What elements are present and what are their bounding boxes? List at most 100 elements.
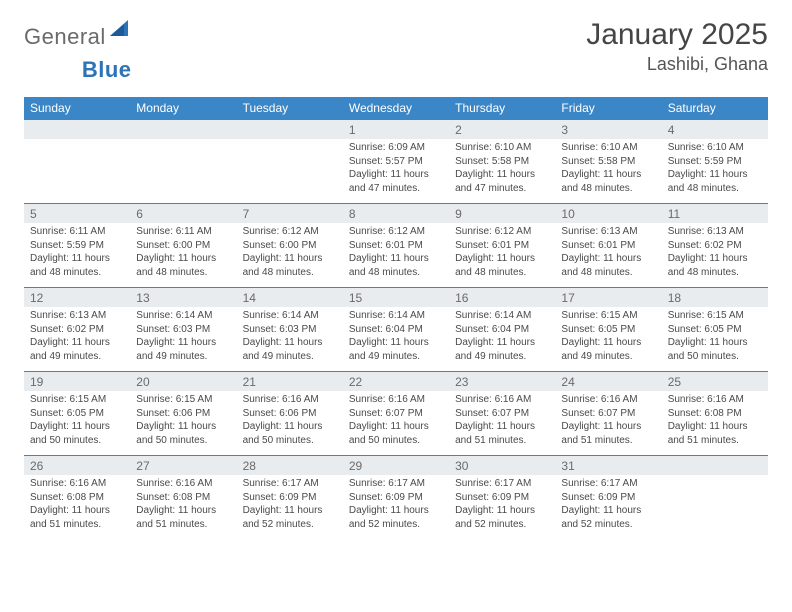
day-number-cell: 7 [237, 204, 343, 224]
daybody-row: Sunrise: 6:13 AMSunset: 6:02 PMDaylight:… [24, 307, 768, 372]
day-number-cell: 25 [662, 372, 768, 392]
sunrise-text: Sunrise: 6:14 AM [243, 309, 337, 323]
daylight-text-1: Daylight: 11 hours [668, 420, 762, 434]
daylight-text-2: and 50 minutes. [136, 434, 230, 448]
daylight-text-1: Daylight: 11 hours [561, 420, 655, 434]
sunset-text: Sunset: 6:05 PM [561, 323, 655, 337]
day-body-cell: Sunrise: 6:17 AMSunset: 6:09 PMDaylight:… [555, 475, 661, 539]
day-number-cell: 24 [555, 372, 661, 392]
day-body-cell: Sunrise: 6:17 AMSunset: 6:09 PMDaylight:… [343, 475, 449, 539]
daylight-text-1: Daylight: 11 hours [668, 168, 762, 182]
title-block: January 2025 Lashibi, Ghana [586, 18, 768, 75]
day-number-cell: 8 [343, 204, 449, 224]
day-body-cell: Sunrise: 6:12 AMSunset: 6:00 PMDaylight:… [237, 223, 343, 288]
day-number-cell: 22 [343, 372, 449, 392]
daylight-text-2: and 49 minutes. [349, 350, 443, 364]
daylight-text-2: and 47 minutes. [455, 182, 549, 196]
sunset-text: Sunset: 6:04 PM [349, 323, 443, 337]
day-body-cell: Sunrise: 6:13 AMSunset: 6:02 PMDaylight:… [24, 307, 130, 372]
sunrise-text: Sunrise: 6:16 AM [30, 477, 124, 491]
day-number-cell: 28 [237, 456, 343, 476]
sunset-text: Sunset: 5:59 PM [668, 155, 762, 169]
day-body-cell: Sunrise: 6:12 AMSunset: 6:01 PMDaylight:… [343, 223, 449, 288]
daylight-text-2: and 48 minutes. [455, 266, 549, 280]
daylight-text-1: Daylight: 11 hours [349, 420, 443, 434]
sunrise-text: Sunrise: 6:14 AM [455, 309, 549, 323]
daylight-text-1: Daylight: 11 hours [561, 252, 655, 266]
sunrise-text: Sunrise: 6:10 AM [668, 141, 762, 155]
day-body-cell: Sunrise: 6:15 AMSunset: 6:05 PMDaylight:… [555, 307, 661, 372]
sunset-text: Sunset: 6:03 PM [243, 323, 337, 337]
daylight-text-2: and 50 minutes. [30, 434, 124, 448]
day-number-cell: 31 [555, 456, 661, 476]
daylight-text-2: and 50 minutes. [349, 434, 443, 448]
day-body-cell: Sunrise: 6:16 AMSunset: 6:06 PMDaylight:… [237, 391, 343, 456]
day-body-cell: Sunrise: 6:16 AMSunset: 6:08 PMDaylight:… [24, 475, 130, 539]
day-number-cell: 5 [24, 204, 130, 224]
sunrise-text: Sunrise: 6:17 AM [561, 477, 655, 491]
daylight-text-1: Daylight: 11 hours [561, 504, 655, 518]
daylight-text-1: Daylight: 11 hours [243, 252, 337, 266]
sunset-text: Sunset: 5:58 PM [455, 155, 549, 169]
day-body-cell [237, 139, 343, 204]
sunrise-text: Sunrise: 6:10 AM [455, 141, 549, 155]
daylight-text-1: Daylight: 11 hours [243, 504, 337, 518]
sunset-text: Sunset: 6:00 PM [243, 239, 337, 253]
daylight-text-1: Daylight: 11 hours [455, 420, 549, 434]
weekday-header: Tuesday [237, 97, 343, 120]
day-number-cell: 12 [24, 288, 130, 308]
day-number-cell: 26 [24, 456, 130, 476]
calendar-table: Sunday Monday Tuesday Wednesday Thursday… [24, 97, 768, 539]
day-body-cell: Sunrise: 6:15 AMSunset: 6:05 PMDaylight:… [24, 391, 130, 456]
weekday-header: Monday [130, 97, 236, 120]
sunrise-text: Sunrise: 6:13 AM [668, 225, 762, 239]
daylight-text-2: and 49 minutes. [30, 350, 124, 364]
day-number-cell: 20 [130, 372, 236, 392]
daylight-text-1: Daylight: 11 hours [243, 336, 337, 350]
sunset-text: Sunset: 6:05 PM [668, 323, 762, 337]
daylight-text-2: and 52 minutes. [349, 518, 443, 532]
daylight-text-2: and 52 minutes. [455, 518, 549, 532]
sunrise-text: Sunrise: 6:09 AM [349, 141, 443, 155]
daylight-text-2: and 52 minutes. [561, 518, 655, 532]
daylight-text-2: and 48 minutes. [561, 182, 655, 196]
sunset-text: Sunset: 6:01 PM [455, 239, 549, 253]
sunset-text: Sunset: 6:09 PM [243, 491, 337, 505]
sunrise-text: Sunrise: 6:16 AM [243, 393, 337, 407]
daylight-text-2: and 51 minutes. [30, 518, 124, 532]
sunrise-text: Sunrise: 6:15 AM [561, 309, 655, 323]
day-body-cell: Sunrise: 6:14 AMSunset: 6:03 PMDaylight:… [130, 307, 236, 372]
daylight-text-2: and 48 minutes. [136, 266, 230, 280]
day-body-cell: Sunrise: 6:16 AMSunset: 6:07 PMDaylight:… [449, 391, 555, 456]
day-number-cell: 21 [237, 372, 343, 392]
sunset-text: Sunset: 6:07 PM [455, 407, 549, 421]
sunrise-text: Sunrise: 6:14 AM [136, 309, 230, 323]
daybody-row: Sunrise: 6:09 AMSunset: 5:57 PM Daylight:… [24, 139, 768, 204]
weekday-header: Thursday [449, 97, 555, 120]
day-number-cell [130, 120, 236, 140]
day-number-cell: 19 [24, 372, 130, 392]
sunset-text: Sunset: 6:02 PM [668, 239, 762, 253]
day-body-cell [662, 475, 768, 539]
daylight-text-1: Daylight: 11 hours [30, 420, 124, 434]
day-number-cell: 29 [343, 456, 449, 476]
brand-sail-icon [110, 20, 132, 41]
daylight-text-1: Daylight: 11 hours [455, 252, 549, 266]
daylight-text-2: and 48 minutes. [349, 266, 443, 280]
sunset-text: Sunset: 6:09 PM [561, 491, 655, 505]
day-body-cell: Sunrise: 6:16 AMSunset: 6:07 PMDaylight:… [555, 391, 661, 456]
daynum-row: 19202122232425 [24, 372, 768, 392]
sunset-text: Sunset: 6:06 PM [136, 407, 230, 421]
weekday-header: Sunday [24, 97, 130, 120]
sunrise-text: Sunrise: 6:15 AM [30, 393, 124, 407]
sunrise-text: Sunrise: 6:12 AM [455, 225, 549, 239]
daylight-text-2: and 51 minutes. [668, 434, 762, 448]
sunset-text: Sunset: 5:57 PM [349, 155, 443, 169]
daybody-row: Sunrise: 6:15 AMSunset: 6:05 PMDaylight:… [24, 391, 768, 456]
weekday-header: Wednesday [343, 97, 449, 120]
sunset-text: Sunset: 6:01 PM [561, 239, 655, 253]
day-body-cell: Sunrise: 6:09 AMSunset: 5:57 PMDaylight:… [343, 139, 449, 204]
day-body-cell: Sunrise: 6:15 AMSunset: 6:05 PMDaylight:… [662, 307, 768, 372]
daynum-row: 1234 [24, 120, 768, 140]
daylight-text-1: Daylight: 11 hours [455, 504, 549, 518]
